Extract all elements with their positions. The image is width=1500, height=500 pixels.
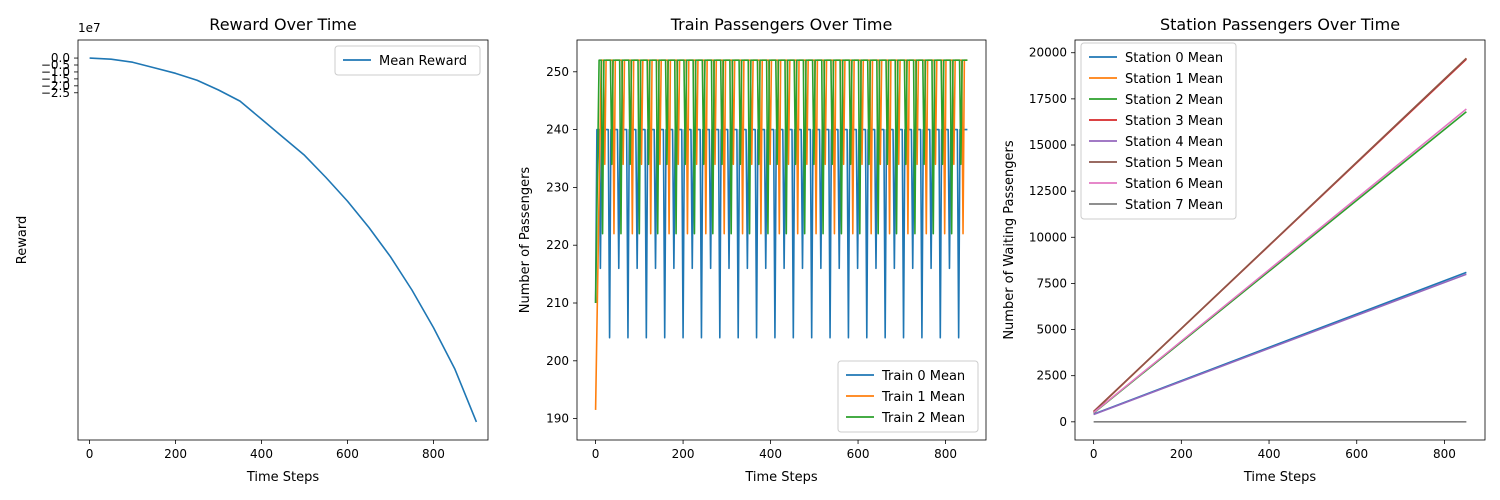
legend-box [1080,42,1237,220]
y-tick-label: 230 [546,180,569,194]
plot-frame [77,39,489,441]
chart-title: Train Passengers Over Time [670,15,893,34]
y-axis-label: Reward [15,216,30,264]
legend-entry: Station 3 Mean [1125,114,1223,129]
x-tick-label: 0 [86,447,94,461]
series-line-5 [1093,57,1467,413]
y-axis-label: Number of Waiting Passengers [1002,140,1017,340]
legend-entry: Station 0 Mean [1125,51,1223,66]
y-tick-label: 7500 [1036,276,1067,290]
y-tick-label: −1.5 [41,72,70,86]
y-tick-label: 5000 [1036,323,1067,337]
x-tick-label: 800 [422,447,445,461]
y-tick-label: 12500 [1029,184,1067,198]
y-tick-label: 210 [546,296,569,310]
y-tick-label: −0.5 [41,58,70,72]
y-axis-label: Number of Passengers [518,167,533,314]
x-tick-label: 600 [336,447,359,461]
x-tick-label: 600 [1345,447,1368,461]
legend: Train 0 Mean Train 1 Mean Train 2 Mean [837,360,979,433]
y-tick-label: 200 [546,354,569,368]
y-tick-label: 15000 [1029,138,1067,152]
y-tick-label: 0 [1059,415,1067,429]
y-tick-label: −2.0 [41,79,70,93]
x-axis-label: Time Steps [1243,470,1317,485]
x-axis-label: Time Steps [246,470,320,485]
x-tick-label: 800 [1433,447,1456,461]
series-line-0 [89,57,478,423]
series-group [89,57,478,423]
x-tick-label: 0 [592,447,600,461]
legend-entry: Station 5 Mean [1125,156,1223,171]
legend-entry: Train 0 Mean [881,369,965,384]
series-line-4 [1093,273,1467,416]
chart-panel-0: Reward Over Time 0 200 400 600 800 0.0−0.5−1.0… [15,15,489,485]
legend-entry: Station 1 Mean [1125,72,1223,87]
x-tick-label: 0 [1090,447,1098,461]
series-group [1093,57,1467,423]
chart-panel-1: Train Passengers Over Time 0 200 400 600 800 1… [518,15,987,485]
x-tick-label: 400 [1258,447,1281,461]
y-tick-label: 250 [546,65,569,79]
legend-entry: Station 6 Mean [1125,177,1223,192]
x-axis-label: Time Steps [744,470,818,485]
x-tick-label: 400 [250,447,273,461]
y-tick-label: −1.0 [41,65,70,79]
series-line-6 [1093,108,1467,414]
x-tick-label: 400 [759,447,782,461]
x-tick-label: 800 [934,447,957,461]
y-offset-text: 1e7 [78,21,101,35]
legend-entry: Station 7 Mean [1125,198,1223,213]
legend: Station 0 Mean Station 1 Mean Station 2 Me… [1080,42,1237,220]
y-tick-label: 0.0 [51,51,70,65]
series-line-2 [594,59,968,304]
y-tick-label: 190 [546,412,569,426]
y-tick-label: 220 [546,238,569,252]
legend-entry: Mean Reward [379,54,467,69]
chart-title: Station Passengers Over Time [1160,15,1400,34]
series-group [594,59,968,410]
chart-title: Reward Over Time [209,15,356,34]
x-tick-label: 200 [164,447,187,461]
y-tick-label: 20000 [1029,46,1067,60]
y-tick-label: 2500 [1036,369,1067,383]
plot-frame [576,39,987,441]
y-tick-label: 10000 [1029,230,1067,244]
x-tick-label: 200 [672,447,695,461]
plot-frame [1074,39,1486,441]
x-tick-label: 600 [847,447,870,461]
y-tick-label: −2.5 [41,86,70,100]
y-tick-label: 17500 [1029,92,1067,106]
legend-entry: Train 1 Mean [881,390,965,405]
legend-box [837,360,979,433]
legend-box [334,45,481,76]
legend-entry: Station 4 Mean [1125,135,1223,150]
legend: Mean Reward [334,45,481,76]
legend-entry: Train 2 Mean [881,411,965,426]
chart-panel-2: Station Passengers Over Time 0 200 400 600 80… [1002,15,1486,485]
legend-entry: Station 2 Mean [1125,93,1223,108]
x-tick-label: 200 [1170,447,1193,461]
y-tick-label: 240 [546,123,569,137]
